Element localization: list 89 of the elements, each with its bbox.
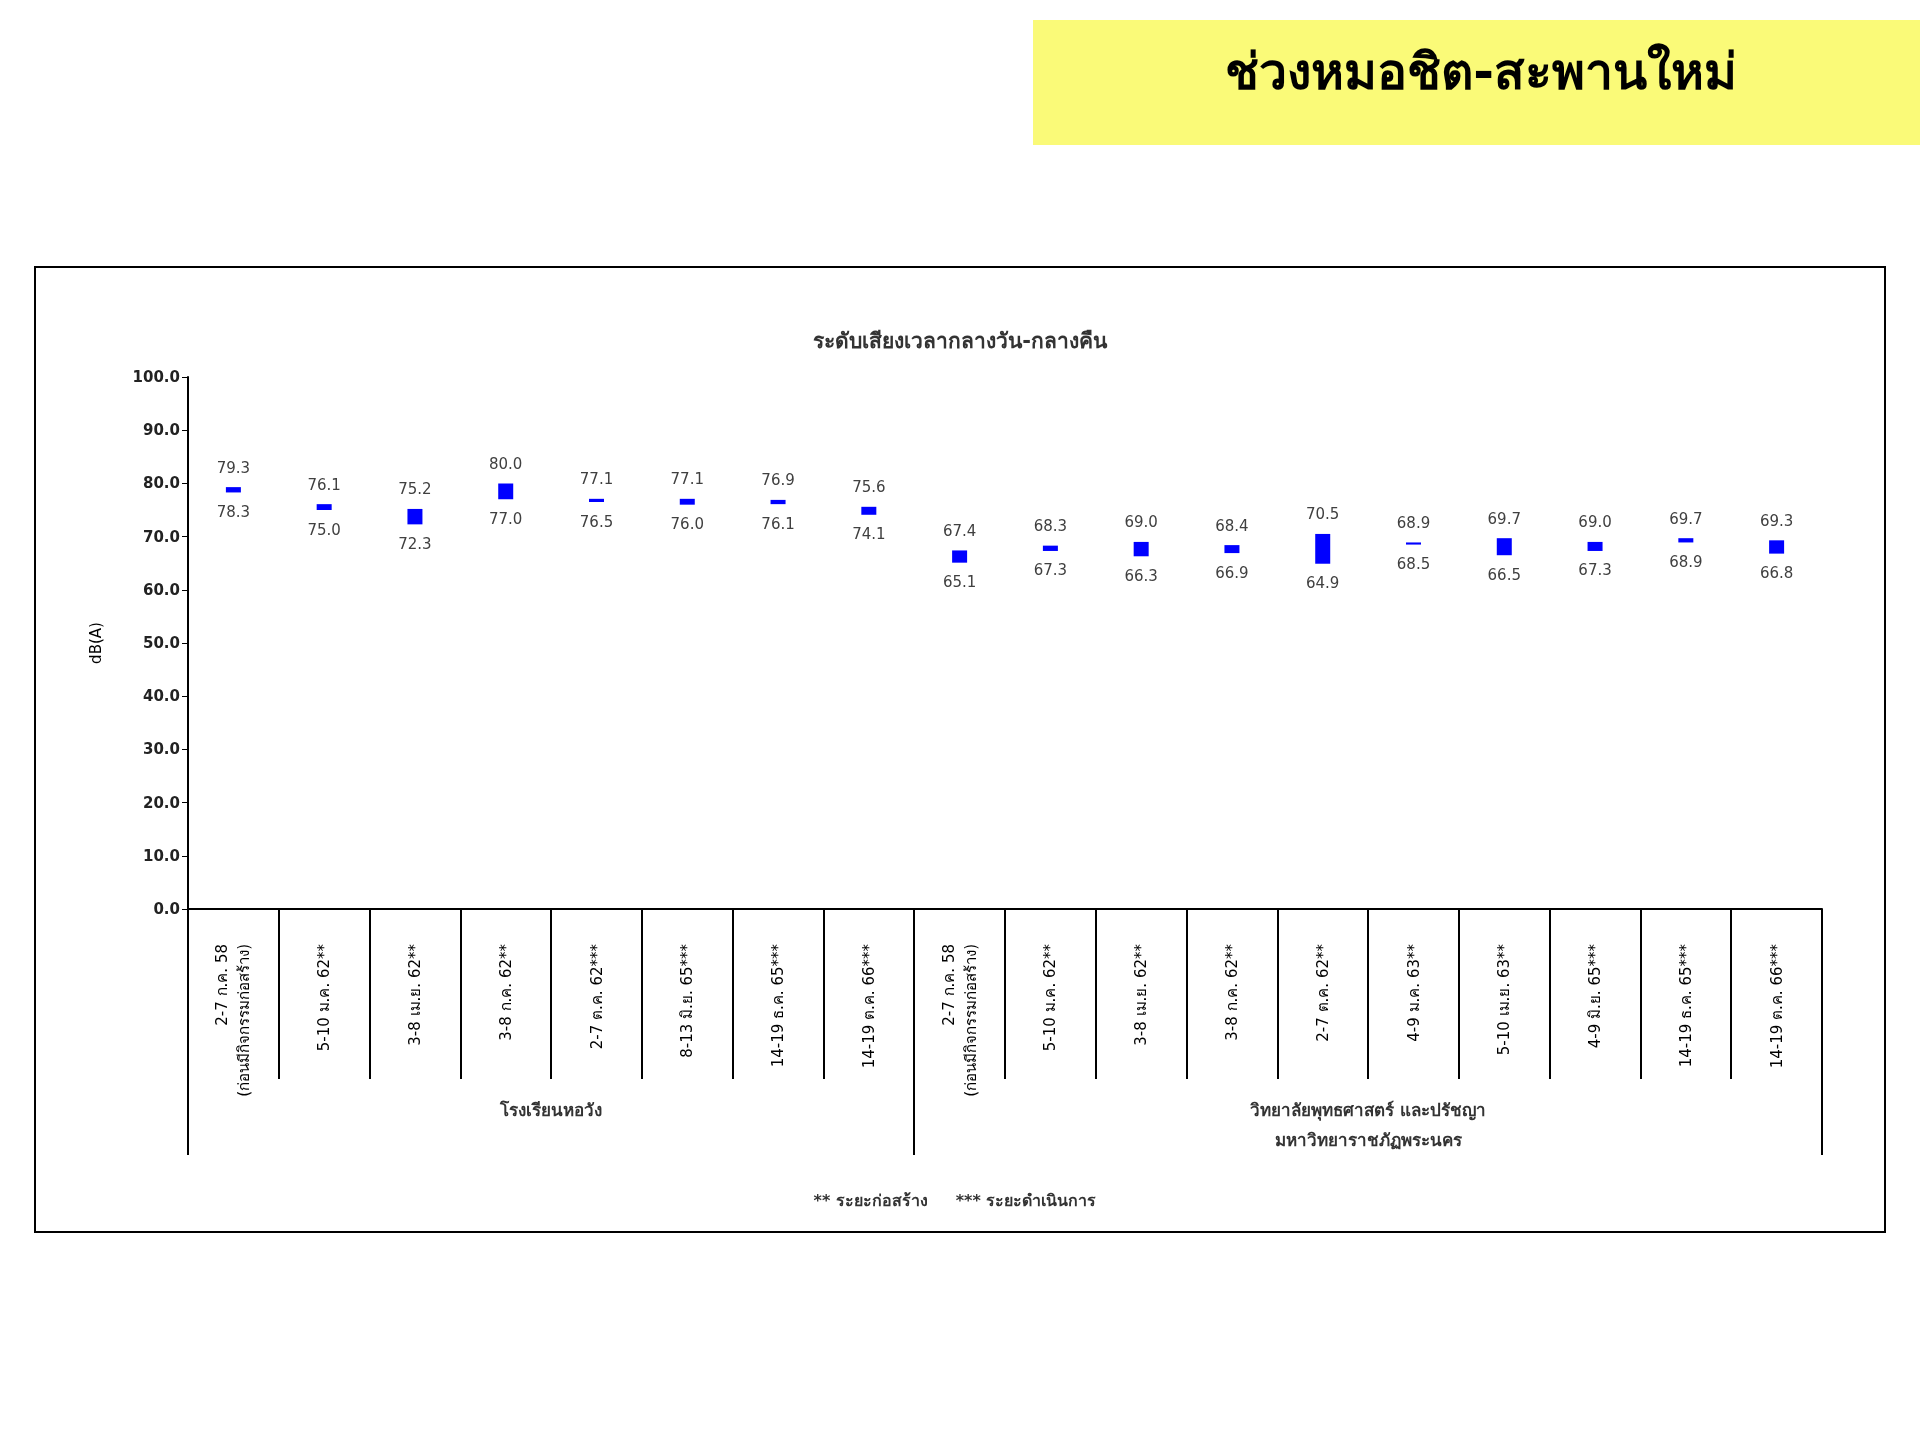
bar (770, 499, 786, 505)
y-tick-label: 40.0 (142, 687, 180, 706)
annotation: 76.0 (670, 515, 704, 534)
annotation: 78.3 (216, 502, 251, 521)
y-tick-label: 0.0 (153, 900, 180, 918)
chart-subtitle: ระดับเสียงเวลากลางวัน-กลางคืน (813, 328, 1108, 353)
x-tick-label: 2-7 ต.ค. 62*** (587, 943, 606, 1050)
bar (225, 487, 241, 493)
chart-title: ช่วงหมอชิต-สะพานใหม่ (1225, 43, 1737, 101)
annotation: 79.3 (216, 458, 251, 477)
x-tick-label: 3-8 ก.ค. 62** (1222, 943, 1241, 1041)
annotation: 66.3 (1124, 566, 1158, 585)
annotation: 77.0 (489, 509, 523, 528)
bar (1678, 538, 1694, 543)
annotation: 76.1 (307, 475, 341, 494)
annotation: 69.7 (1487, 509, 1521, 528)
bar (1133, 541, 1149, 557)
annotation: 74.1 (852, 525, 886, 544)
x-tick-label: 8-13 มิ.ย. 65*** (678, 943, 697, 1058)
annotation: 76.9 (761, 471, 795, 490)
bar (1769, 540, 1785, 554)
annotation: 75.0 (307, 520, 341, 539)
y-tick-label: 10.0 (142, 846, 180, 865)
x-tick-label: 4-9 ม.ค. 63** (1404, 943, 1423, 1042)
bar (1042, 545, 1058, 551)
annotation: 67.4 (942, 521, 977, 540)
bar (1496, 538, 1512, 556)
text: ** ระยะก่อสร้าง *** ระยะดำเนินการ (813, 1190, 1097, 1210)
annotation: 75.2 (398, 480, 432, 499)
y-tick-label: 70.0 (142, 527, 180, 546)
annotation: 69.7 (1669, 509, 1703, 528)
bar (407, 508, 423, 525)
annotation: 65.1 (942, 573, 977, 592)
text: โรงเรียนหอวัง (499, 1100, 603, 1120)
annotation: 69.0 (1124, 513, 1158, 532)
annotation: 72.3 (398, 534, 432, 553)
x-tick-label: 5-10 ม.ค. 62** (315, 943, 334, 1052)
bar (679, 498, 695, 505)
y-tick-label: 90.0 (142, 421, 180, 440)
bar (1406, 542, 1421, 545)
bar (498, 483, 514, 500)
annotation: 75.6 (852, 478, 886, 497)
x-tick-label: 5-10 เม.ย. 63** (1495, 943, 1514, 1056)
annotation: 77.1 (670, 470, 704, 489)
annotation: 67.3 (1033, 561, 1068, 580)
annotation: 68.5 (1396, 555, 1431, 574)
text: วิทยาลัยพุทธศาสตร์ และปรัชญา มหาวิทยาราชภัฏพระนคร (1250, 1100, 1487, 1150)
y-tick-label: 30.0 (142, 740, 180, 759)
x-tick-label: 3-8 ก.ค. 62** (496, 943, 515, 1041)
y-tick-label: 20.0 (142, 793, 180, 812)
bar (316, 504, 332, 510)
annotation: 64.9 (1306, 574, 1340, 593)
annotation: 66.8 (1759, 564, 1794, 583)
bar (589, 498, 604, 503)
annotation: 68.9 (1669, 552, 1703, 571)
annotation: 68.3 (1033, 517, 1068, 536)
x-tick-label: 2-7 ก.ค. 58 (ก่อนมีกิจกรรมก่อสร้าง) (213, 944, 254, 1097)
annotation: 66.9 (1215, 563, 1249, 582)
x-tick-label: 14-19 ธ.ค. 65*** (1676, 943, 1695, 1068)
bar (861, 506, 877, 515)
annotation: 76.5 (579, 512, 614, 531)
annotation: 69.0 (1578, 513, 1612, 532)
bar (1224, 545, 1240, 554)
annotation: 70.5 (1306, 505, 1340, 524)
annotation: 77.1 (579, 470, 614, 489)
x-tick-label: 3-8 เม.ย. 62** (1132, 943, 1151, 1046)
annotation: 69.3 (1759, 511, 1794, 530)
y-tick-label: 80.0 (142, 474, 180, 493)
annotation: 76.1 (761, 514, 795, 533)
y-tick-label: 100.0 (132, 368, 180, 386)
x-tick-label: 14-19 ธ.ค. 65*** (769, 943, 788, 1068)
bar (952, 550, 968, 563)
x-tick-label: 14-19 ต.ค. 66*** (1767, 943, 1786, 1069)
x-tick-label: 2-7 ต.ค. 62** (1313, 943, 1332, 1042)
y-tick-label: 60.0 (142, 580, 180, 599)
bar (1587, 541, 1603, 551)
bar (1315, 533, 1331, 564)
x-tick-label: 14-19 ต.ค. 66*** (859, 943, 878, 1069)
x-tick-label: 5-10 ม.ค. 62** (1041, 943, 1060, 1052)
annotation: 80.0 (489, 454, 523, 473)
x-tick-label: 3-8 เม.ย. 62** (405, 943, 424, 1046)
y-tick-label: 50.0 (142, 634, 180, 652)
y-axis-title: dB(A) (86, 622, 105, 664)
x-tick-label: 4-9 มิ.ย. 65*** (1586, 943, 1605, 1049)
annotation: 68.9 (1396, 513, 1431, 532)
x-tick-label: 2-7 ก.ค. 58 (ก่อนมีกิจกรรมก่อสร้าง) (939, 944, 980, 1097)
annotation: 68.4 (1215, 516, 1249, 535)
annotation: 67.3 (1578, 561, 1612, 580)
annotation: 66.5 (1487, 565, 1521, 584)
